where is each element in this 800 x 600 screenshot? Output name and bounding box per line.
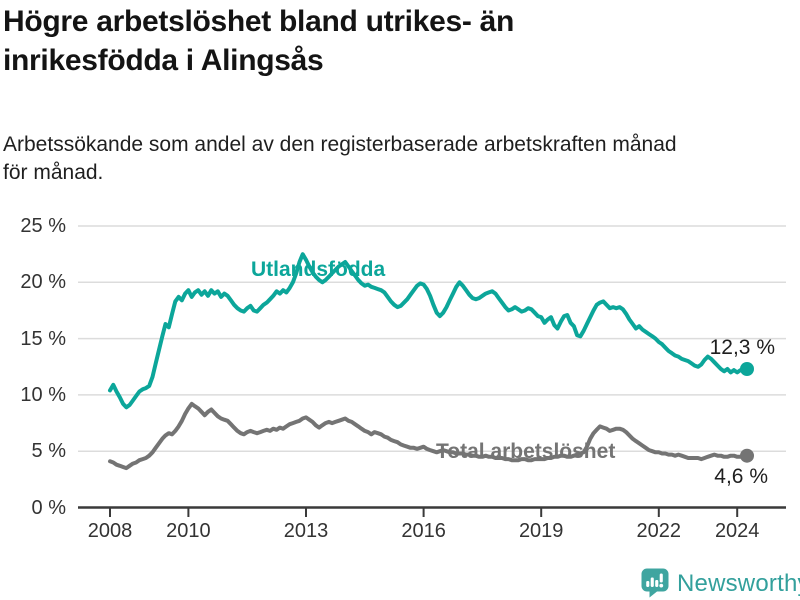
- series-line-0: [108, 252, 749, 410]
- end-value-utlandsfodda: 12,3 %: [709, 336, 775, 359]
- series-label-utlandsfodda: Utlandsfödda: [251, 258, 386, 281]
- x-axis-label-2022: 2022: [636, 520, 682, 542]
- series-end-dot-0: [740, 362, 754, 377]
- y-axis-label-20: 20 %: [20, 271, 66, 294]
- chart-title-line2: inrikesfödda i Alingsås: [3, 44, 324, 77]
- y-axis-label-10: 10 %: [20, 383, 66, 406]
- newsworthy-bubble-chart-icon: [641, 568, 669, 598]
- chart-subtitle-line1: Arbetssökande som andel av den registerb…: [3, 133, 677, 156]
- chart-title-line1: Högre arbetslöshet bland utrikes- än: [3, 5, 514, 38]
- x-axis-label-2024: 2024: [714, 520, 760, 542]
- x-axis-label-2010: 2010: [166, 520, 211, 542]
- x-axis-label-2019: 2019: [518, 520, 564, 542]
- y-axis-label-15: 15 %: [20, 327, 66, 350]
- y-axis-label-5: 5 %: [31, 440, 66, 463]
- x-axis-label-2013: 2013: [283, 520, 329, 542]
- y-axis-label-25: 25 %: [20, 215, 66, 237]
- x-axis-label-2016: 2016: [401, 520, 446, 542]
- y-axis-label-0: 0 %: [31, 496, 66, 519]
- series-end-dot-1: [740, 448, 754, 463]
- x-axis-label-2008: 2008: [87, 520, 133, 542]
- newsworthy-logo: Newsworthy: [641, 568, 800, 598]
- end-value-total-arbetsloshet: 4,6 %: [714, 465, 768, 488]
- newsworthy-wordmark: Newsworthy: [677, 570, 800, 597]
- chart-subtitle-line2: för månad.: [3, 161, 104, 185]
- chart-title: Högre arbetslöshet bland utrikes- än inr…: [3, 2, 703, 80]
- series-label-total-arbetsloshet: Total arbetslöshet: [436, 440, 616, 463]
- chart-subtitle: Arbetssökande som andel av den registerb…: [3, 131, 793, 188]
- series-line-1: [108, 401, 749, 471]
